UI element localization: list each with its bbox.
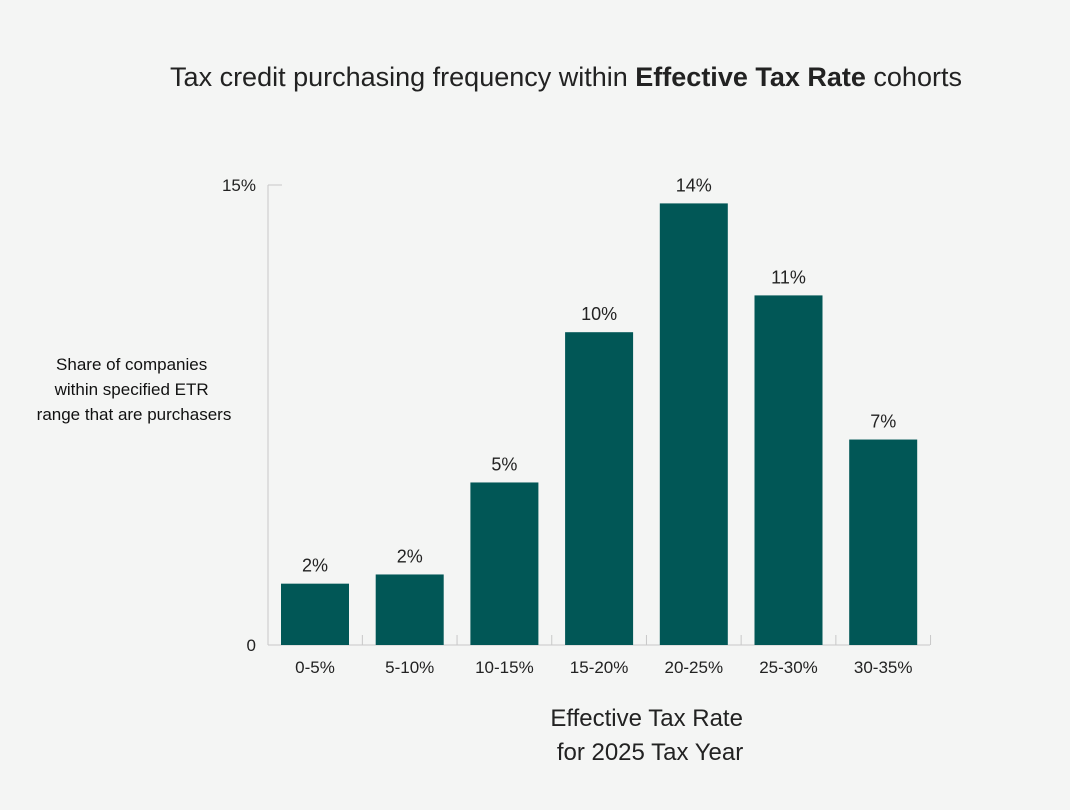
y-axis-label-line-1: Share of companies [56,355,207,374]
bar-value-label: 5% [491,454,517,474]
y-axis-label-line-3: range that are purchasers [37,405,232,424]
bar [281,583,349,645]
bar-value-label: 2% [302,556,328,576]
y-tick-label: 0 [247,636,256,655]
x-tick-label: 15-20% [570,658,629,677]
x-axis-title-line-1: Effective Tax Rate [550,705,743,732]
x-tick-label: 20-25% [664,658,723,677]
x-tick-label: 0-5% [295,658,335,677]
bar [375,574,444,645]
bar-value-label: 2% [397,546,423,566]
bar [470,482,539,645]
bar-value-label: 10% [581,304,617,324]
x-tick-label: 25-30% [759,658,818,677]
y-tick-label: 15% [222,176,256,195]
bar [659,203,728,645]
bar-value-label: 14% [676,175,712,195]
x-axis-title-line-2: for 2025 Tax Year [557,739,743,766]
bar [565,332,634,645]
bar-value-label: 11% [771,267,806,287]
bars [281,203,918,645]
title-suffix: cohorts [866,62,962,92]
bar [849,439,918,645]
x-axis-title: Effective Tax Rate for 2025 Tax Year [550,705,749,766]
x-tick-label: 10-15% [475,658,534,677]
bar-value-label: 7% [870,412,896,432]
data-labels: 2% 0-5% 2% 5-10% 5% 10-15% 10% 15-20% 14% 20-25% 1… [295,175,912,677]
title-emphasis: Effective Tax Rate [635,62,866,92]
chart-title: Tax credit purchasing frequency within E… [170,62,962,92]
title-prefix: Tax credit purchasing frequency within [170,62,635,92]
x-tick-label: 5-10% [385,658,434,677]
y-axis-label-line-2: within specified ETR [54,380,209,399]
y-axis-label: Share of companies within specified ETR … [37,355,232,424]
x-tick-label: 30-35% [854,658,913,677]
bar [754,295,823,645]
